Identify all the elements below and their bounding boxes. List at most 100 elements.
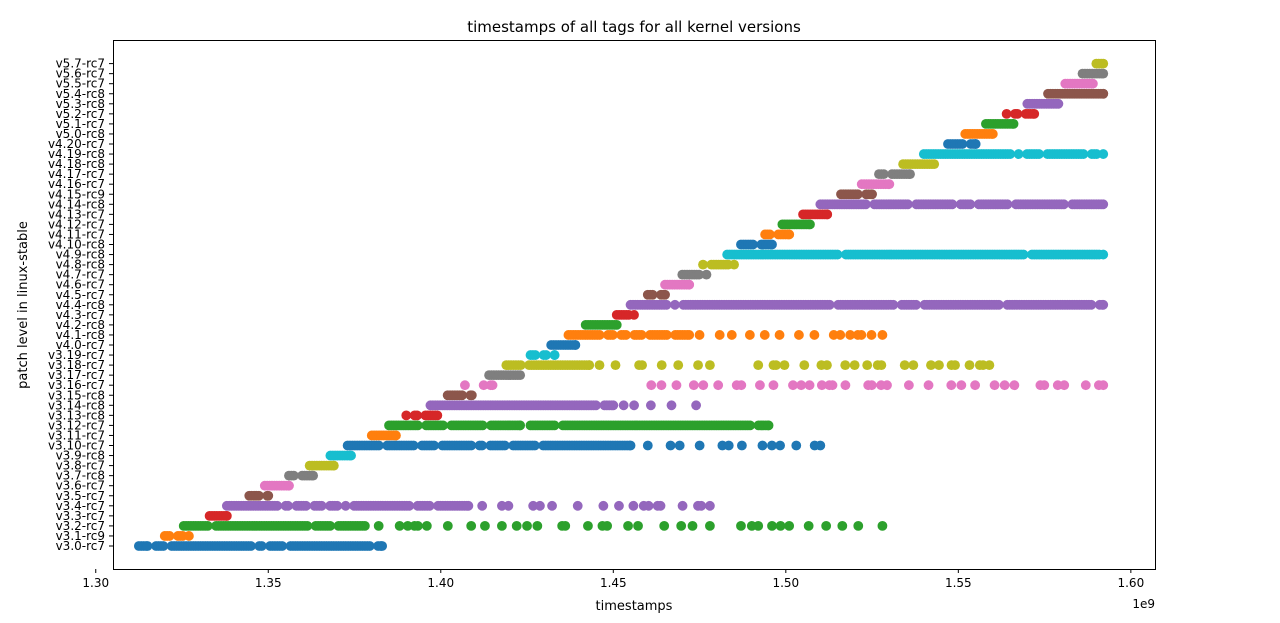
data-point — [583, 521, 593, 531]
data-point — [532, 521, 543, 531]
data-point — [463, 500, 474, 511]
data-point — [591, 400, 601, 411]
data-point — [765, 229, 775, 240]
data-point — [809, 330, 820, 340]
data-point — [515, 370, 526, 381]
data-point — [845, 330, 856, 340]
x-tick-label: 1.60 — [1117, 576, 1144, 590]
series-v4.17-rc7 — [874, 169, 915, 180]
y-tick-label: v4.3-rc7 — [56, 308, 105, 322]
y-tick-label: v3.8-rc7 — [56, 459, 105, 473]
data-point — [618, 400, 629, 411]
y-tick-label: v4.5-rc7 — [56, 288, 105, 302]
data-point — [1059, 199, 1069, 210]
series-v3.12-rc7 — [384, 420, 774, 431]
data-point — [698, 259, 708, 270]
series-v3.13-rc8 — [401, 410, 443, 421]
data-point — [421, 521, 432, 531]
data-point — [903, 199, 913, 210]
data-point — [424, 500, 435, 511]
data-point — [610, 360, 621, 370]
series-v4.15-rc9 — [836, 189, 877, 200]
data-point — [671, 380, 682, 391]
data-point — [643, 500, 654, 511]
data-point — [272, 500, 283, 511]
data-point — [659, 521, 670, 531]
series-v4.20-rc7 — [943, 139, 981, 149]
data-point — [253, 490, 264, 501]
data-point — [723, 440, 734, 451]
data-point — [611, 320, 622, 330]
data-point — [676, 521, 687, 531]
data-point — [884, 179, 895, 190]
data-point — [934, 360, 944, 370]
data-point — [628, 500, 639, 511]
data-point — [691, 400, 702, 411]
y-tick-label: v4.11-rc7 — [48, 227, 105, 241]
data-point — [412, 420, 423, 431]
data-point — [466, 521, 477, 531]
x-axis: 1.30 1.35 1.40 1.45 1.50 1.55 1.60 — [82, 569, 1144, 590]
data-point — [1005, 149, 1016, 159]
y-tick-label: v3.10-rc7 — [48, 439, 105, 453]
y-tick-label: v5.7-rc7 — [56, 57, 105, 71]
data-point — [402, 521, 413, 531]
data-point — [412, 521, 423, 531]
data-point — [852, 189, 863, 200]
data-point — [391, 430, 401, 441]
y-tick-label: v4.19-rc8 — [48, 147, 105, 161]
x-tick-label: 1.55 — [945, 576, 972, 590]
data-point — [655, 500, 666, 511]
data-point — [929, 159, 940, 170]
data-point — [614, 500, 624, 511]
data-point — [256, 541, 267, 551]
data-point — [866, 380, 877, 391]
y-tick-label: v3.13-rc8 — [48, 408, 105, 422]
y-tick-label: v3.14-rc8 — [48, 398, 105, 412]
series-v3.3-rc7 — [204, 510, 232, 521]
series-v3.14-rc8 — [425, 400, 702, 411]
data-point — [867, 189, 877, 200]
y-tick-label: v3.15-rc8 — [48, 388, 105, 402]
y-tick-label: v3.0-rc7 — [56, 539, 105, 553]
data-point — [621, 330, 631, 340]
data-point — [840, 380, 851, 391]
data-point — [779, 360, 790, 370]
data-point — [661, 330, 672, 340]
y-tick-label: v4.6-rc7 — [56, 278, 105, 292]
plot-frame — [113, 40, 1156, 570]
data-point — [570, 340, 581, 350]
data-point — [705, 360, 715, 370]
data-point — [549, 350, 560, 360]
data-point — [835, 330, 846, 340]
data-point — [748, 239, 758, 250]
x-tick-label: 1.45 — [600, 576, 627, 590]
x-tick-label: 1.30 — [82, 576, 109, 590]
data-point — [642, 440, 653, 451]
x-axis-offset-label: 1e9 — [1132, 597, 1155, 611]
data-point — [849, 360, 860, 370]
data-point — [283, 500, 293, 511]
x-axis-label: timestamps — [596, 599, 673, 614]
data-point — [1009, 380, 1020, 391]
data-point — [784, 521, 795, 531]
data-point — [560, 521, 571, 531]
data-point — [1098, 58, 1109, 69]
y-tick-label: v4.16-rc7 — [48, 177, 105, 191]
data-point — [821, 521, 832, 531]
series-v4.4-rc8 — [625, 299, 1109, 310]
series-v4.5-rc7 — [642, 289, 670, 300]
data-point — [442, 521, 453, 531]
series-v4.9-rc8 — [722, 249, 1109, 260]
data-point — [284, 480, 294, 491]
data-point — [645, 400, 656, 411]
data-point — [202, 521, 213, 531]
data-point — [876, 360, 887, 370]
data-point — [911, 299, 922, 310]
series-v3.18-rc7 — [501, 360, 995, 370]
data-point — [1012, 108, 1023, 119]
data-point — [964, 360, 975, 370]
data-point — [674, 440, 685, 451]
series-v5.5-rc7 — [1060, 78, 1098, 89]
